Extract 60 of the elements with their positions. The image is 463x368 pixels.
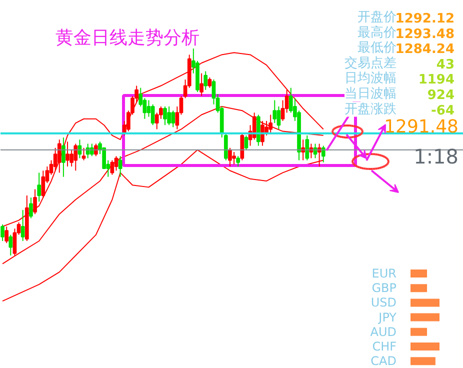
y-tick-label: USD (370, 296, 396, 310)
text: 开盘涨跌 (344, 102, 396, 117)
candlestick (236, 156, 240, 167)
candlestick (171, 110, 176, 128)
candlestick (305, 134, 310, 161)
candlestick (276, 106, 281, 130)
text: 开盘价 (358, 10, 396, 25)
candlestick (12, 228, 17, 256)
candlestick (37, 172, 42, 202)
candlestick (82, 147, 86, 161)
candlestick (167, 106, 171, 126)
candlestick (41, 170, 46, 198)
candlestick (163, 106, 167, 126)
text: 1291.48 (384, 116, 459, 138)
chart-title: 黄金日线走势分析 (56, 28, 200, 48)
text: 1:18 (414, 144, 459, 168)
candlestick (57, 139, 62, 174)
y-tick-label: CHF (372, 340, 397, 354)
candlestick (8, 234, 13, 256)
candlestick (110, 160, 114, 176)
text: 日均波幅 (344, 71, 396, 86)
y-tick-label: AUD (370, 324, 396, 339)
candlestick (62, 137, 66, 178)
candlestick (33, 188, 37, 215)
candlestick (244, 134, 248, 150)
candlestick (272, 100, 277, 124)
candlestick (321, 145, 326, 163)
text: 1284.24 (395, 42, 455, 58)
y-tick-label: CAD (370, 354, 396, 368)
text: 1194 (418, 72, 455, 88)
candlestick (240, 132, 244, 161)
candlestick (74, 143, 78, 172)
text: 最高价 (358, 24, 396, 40)
candlestick (0, 224, 4, 242)
text: 最低价 (358, 40, 396, 56)
candlestick (94, 143, 98, 157)
text: 43 (436, 57, 455, 72)
candlestick (114, 156, 118, 172)
candlestick (268, 114, 273, 134)
candlestick (200, 72, 204, 97)
candlestick (29, 197, 33, 219)
y-tick-label: EUR (372, 266, 396, 280)
candlestick (66, 141, 70, 167)
text: 1293.48 (395, 26, 455, 42)
candlestick (204, 70, 208, 90)
candlestick (228, 147, 232, 167)
text: 当日波幅 (344, 86, 396, 102)
candlestick (232, 152, 236, 165)
candlestick (142, 98, 147, 120)
candlestick (20, 209, 25, 242)
y-tick-label: GBP (372, 281, 397, 296)
text: 1292.12 (395, 12, 455, 26)
text: 交易点差 (344, 54, 396, 71)
candlestick (150, 104, 155, 126)
candlestick (208, 76, 212, 88)
candlestick (118, 156, 122, 178)
y-tick-label: JPY (378, 310, 398, 324)
text: -64 (431, 103, 455, 118)
text: 924 (427, 88, 455, 103)
candlestick (280, 100, 285, 122)
